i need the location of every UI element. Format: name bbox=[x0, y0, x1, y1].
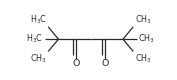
Text: H$_3$C: H$_3$C bbox=[30, 14, 47, 26]
Text: O: O bbox=[73, 59, 80, 68]
Text: CH$_3$: CH$_3$ bbox=[135, 14, 152, 26]
Text: H$_3$C: H$_3$C bbox=[26, 33, 43, 45]
Text: O: O bbox=[101, 59, 109, 68]
Text: CH$_3$: CH$_3$ bbox=[138, 33, 155, 45]
Text: CH$_3$: CH$_3$ bbox=[135, 52, 152, 65]
Text: CH$_3$: CH$_3$ bbox=[30, 52, 47, 65]
